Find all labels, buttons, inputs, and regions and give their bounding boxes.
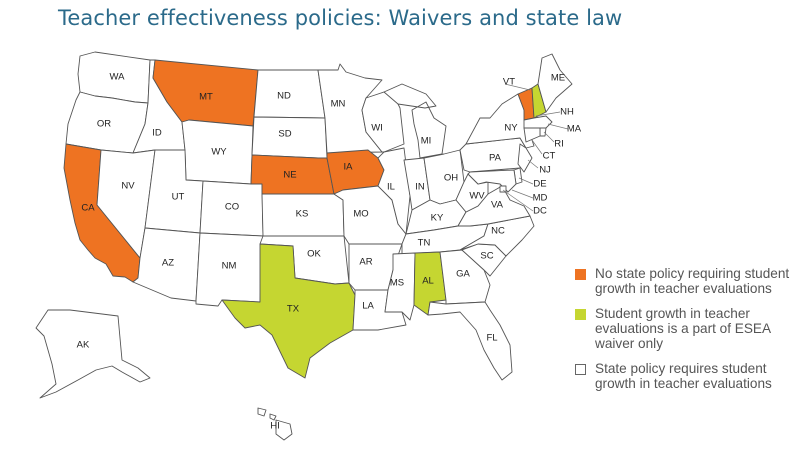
state-ri[interactable]	[539, 127, 547, 137]
leader-line	[504, 83, 531, 91]
state-label-ny: NY	[504, 123, 518, 134]
state-label-sd: SD	[278, 129, 291, 140]
legend-swatch-state-policy	[575, 364, 586, 375]
legend: No state policy requiring student growth…	[575, 266, 800, 401]
state-label-mt: MT	[199, 92, 213, 103]
state-tx[interactable]	[221, 243, 356, 379]
leader-line	[547, 123, 569, 130]
leader-line	[511, 189, 534, 199]
state-label-or: OR	[97, 119, 111, 130]
legend-swatch-waiver-only	[575, 309, 586, 320]
state-label-wi: WI	[371, 123, 383, 134]
state-label-oh: OH	[444, 173, 458, 184]
state-label-ky: KY	[431, 213, 444, 224]
legend-item-no-policy: No state policy requiring student growth…	[575, 266, 800, 296]
leader-line	[502, 189, 534, 212]
state-label-nm: NM	[222, 261, 237, 272]
state-label-mi: MI	[421, 136, 432, 147]
state-label-va: VA	[491, 200, 504, 211]
map-title: Teacher effectiveness policies: Waivers …	[58, 6, 623, 30]
state-label-ms: MS	[390, 278, 404, 289]
state-label-ct: CT	[543, 151, 556, 162]
state-label-id: ID	[152, 128, 162, 139]
state-label-il: IL	[387, 182, 395, 193]
state-label-ia: IA	[344, 162, 354, 173]
state-label-wa: WA	[110, 72, 126, 83]
state-label-ar: AR	[359, 257, 372, 268]
state-label-ne: NE	[283, 170, 296, 181]
state-label-hi: HI	[270, 421, 280, 432]
state-label-ut: UT	[172, 192, 185, 203]
state-label-ma: MA	[567, 124, 582, 135]
state-label-wy: WY	[211, 147, 227, 158]
state-nj[interactable]	[517, 143, 533, 173]
state-label-la: LA	[362, 301, 374, 312]
leader-line	[535, 111, 561, 117]
state-ct[interactable]	[523, 127, 541, 143]
state-label-pa: PA	[489, 153, 502, 164]
state-label-al: AL	[422, 276, 434, 287]
state-mi[interactable]	[383, 83, 447, 159]
state-label-nc: NC	[491, 226, 505, 237]
state-label-sc: SC	[480, 251, 493, 262]
state-label-vt: VT	[503, 77, 515, 88]
legend-item-waiver-only: Student growth in teacher evaluations is…	[575, 306, 800, 351]
state-label-ca: CA	[81, 203, 95, 214]
state-label-ok: OK	[307, 249, 321, 260]
legend-label-state-policy: State policy requires student growth in …	[595, 361, 772, 391]
legend-swatch-no-policy	[575, 269, 586, 280]
state-label-az: AZ	[162, 258, 174, 269]
state-label-ga: GA	[456, 269, 470, 280]
state-label-nd: ND	[277, 91, 291, 102]
state-label-mo: MO	[353, 209, 368, 220]
state-label-nj: NJ	[539, 165, 551, 176]
state-label-co: CO	[225, 202, 239, 213]
state-nc[interactable]	[459, 215, 535, 257]
state-ak[interactable]	[35, 309, 151, 399]
state-label-me: ME	[551, 73, 565, 84]
legend-label-no-policy: No state policy requiring student growth…	[595, 266, 790, 296]
leader-line	[518, 177, 534, 185]
state-label-ak: AK	[77, 340, 90, 351]
leader-line	[543, 131, 555, 143]
leader-line	[531, 139, 543, 155]
state-label-fl: FL	[486, 333, 497, 344]
state-label-tx: TX	[287, 304, 300, 315]
state-label-ks: KS	[296, 209, 309, 220]
state-fl[interactable]	[427, 301, 513, 381]
leader-line	[527, 159, 539, 169]
state-label-md: MD	[533, 193, 548, 204]
state-label-in: IN	[415, 182, 425, 193]
legend-label-waiver-only: Student growth in teacher evaluations is…	[595, 306, 771, 351]
state-hi[interactable]	[257, 407, 293, 441]
state-label-wv: WV	[469, 191, 485, 202]
state-label-nv: NV	[121, 181, 135, 192]
legend-item-state-policy: State policy requires student growth in …	[575, 361, 800, 391]
state-label-dc: DC	[533, 206, 547, 217]
state-label-de: DE	[533, 179, 546, 190]
state-label-ri: RI	[554, 139, 564, 150]
state-label-mn: MN	[331, 99, 346, 110]
state-me[interactable]	[537, 53, 573, 113]
state-label-nh: NH	[560, 107, 574, 118]
state-label-tn: TN	[418, 238, 431, 249]
